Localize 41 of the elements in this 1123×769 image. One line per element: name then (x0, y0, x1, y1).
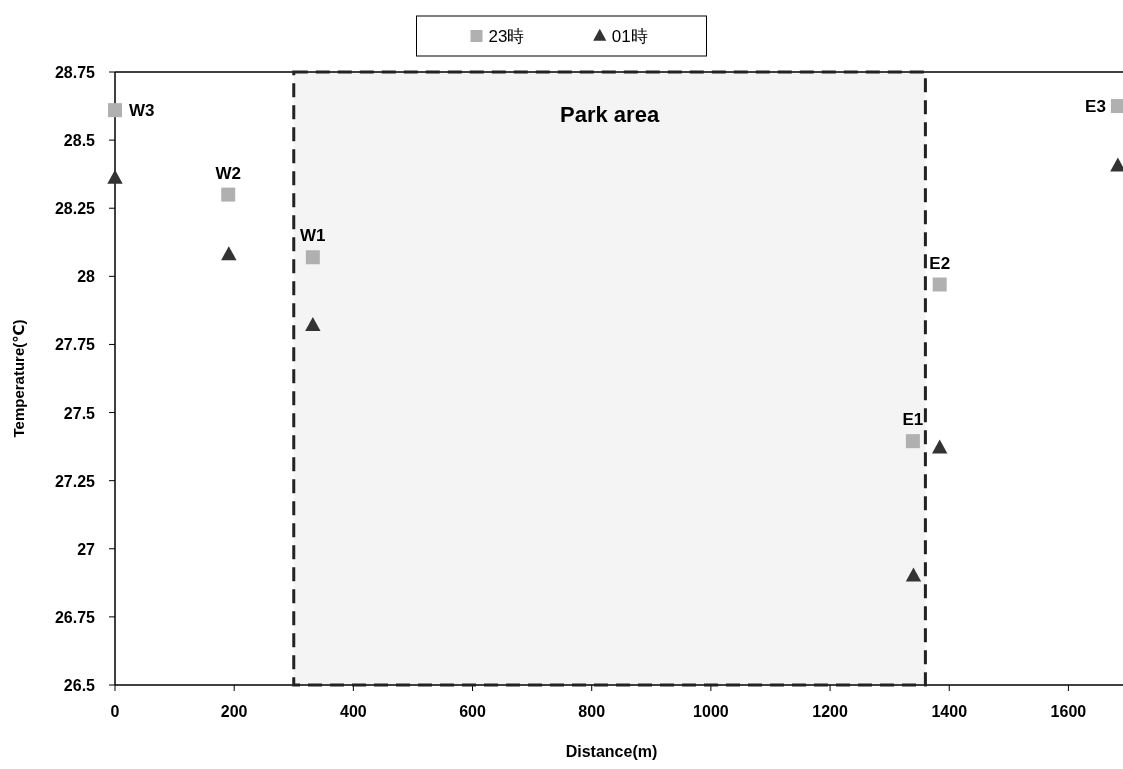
y-tick-label: 26.5 (63, 677, 96, 694)
point (221, 246, 237, 261)
x-tick-label: 1000 (693, 703, 729, 720)
point (1110, 99, 1123, 114)
x-axis-title: Distance(m) (565, 743, 658, 760)
x-tick-label: 600 (459, 703, 486, 720)
x-tick-label: 1200 (812, 703, 848, 720)
y-tick-label: 28 (77, 268, 96, 286)
y-axis-title: Temperature(℃) (10, 319, 27, 438)
point (905, 434, 920, 449)
point (932, 439, 948, 454)
annotation: E2 (929, 253, 951, 273)
point (108, 103, 122, 118)
band-label: Park area (560, 102, 660, 127)
x-tick-label: 0 (110, 703, 120, 720)
y-tick-label: 28.5 (63, 132, 96, 150)
annotation: W3 (129, 101, 155, 121)
y-tick-label: 28.25 (54, 200, 96, 218)
annotation: E3 (1085, 97, 1106, 117)
point (905, 567, 922, 582)
x-tick-label: 400 (340, 703, 367, 720)
x-tick-label: 200 (220, 703, 248, 720)
annotation: W2 (215, 163, 241, 183)
y-tick-label: 27.25 (54, 472, 96, 490)
point (221, 187, 236, 202)
legend-label: 01時 (611, 27, 648, 46)
point (107, 169, 123, 184)
y-tick-label: 26.75 (54, 608, 96, 626)
point (305, 316, 321, 331)
point (305, 250, 320, 265)
x-tick-label: 800 (578, 703, 606, 720)
x-tick-label: 1600 (1050, 703, 1087, 720)
legend-label: 23時 (488, 27, 525, 46)
y-tick-label: 28.75 (54, 64, 96, 81)
point (932, 277, 947, 292)
y-tick-label: 27 (77, 540, 96, 558)
x-tick-label: 1400 (931, 703, 968, 720)
annotation: W1 (300, 226, 326, 246)
annotation: E1 (902, 410, 924, 430)
y-tick-label: 27.5 (63, 404, 96, 422)
y-tick-label: 27.75 (54, 336, 96, 354)
